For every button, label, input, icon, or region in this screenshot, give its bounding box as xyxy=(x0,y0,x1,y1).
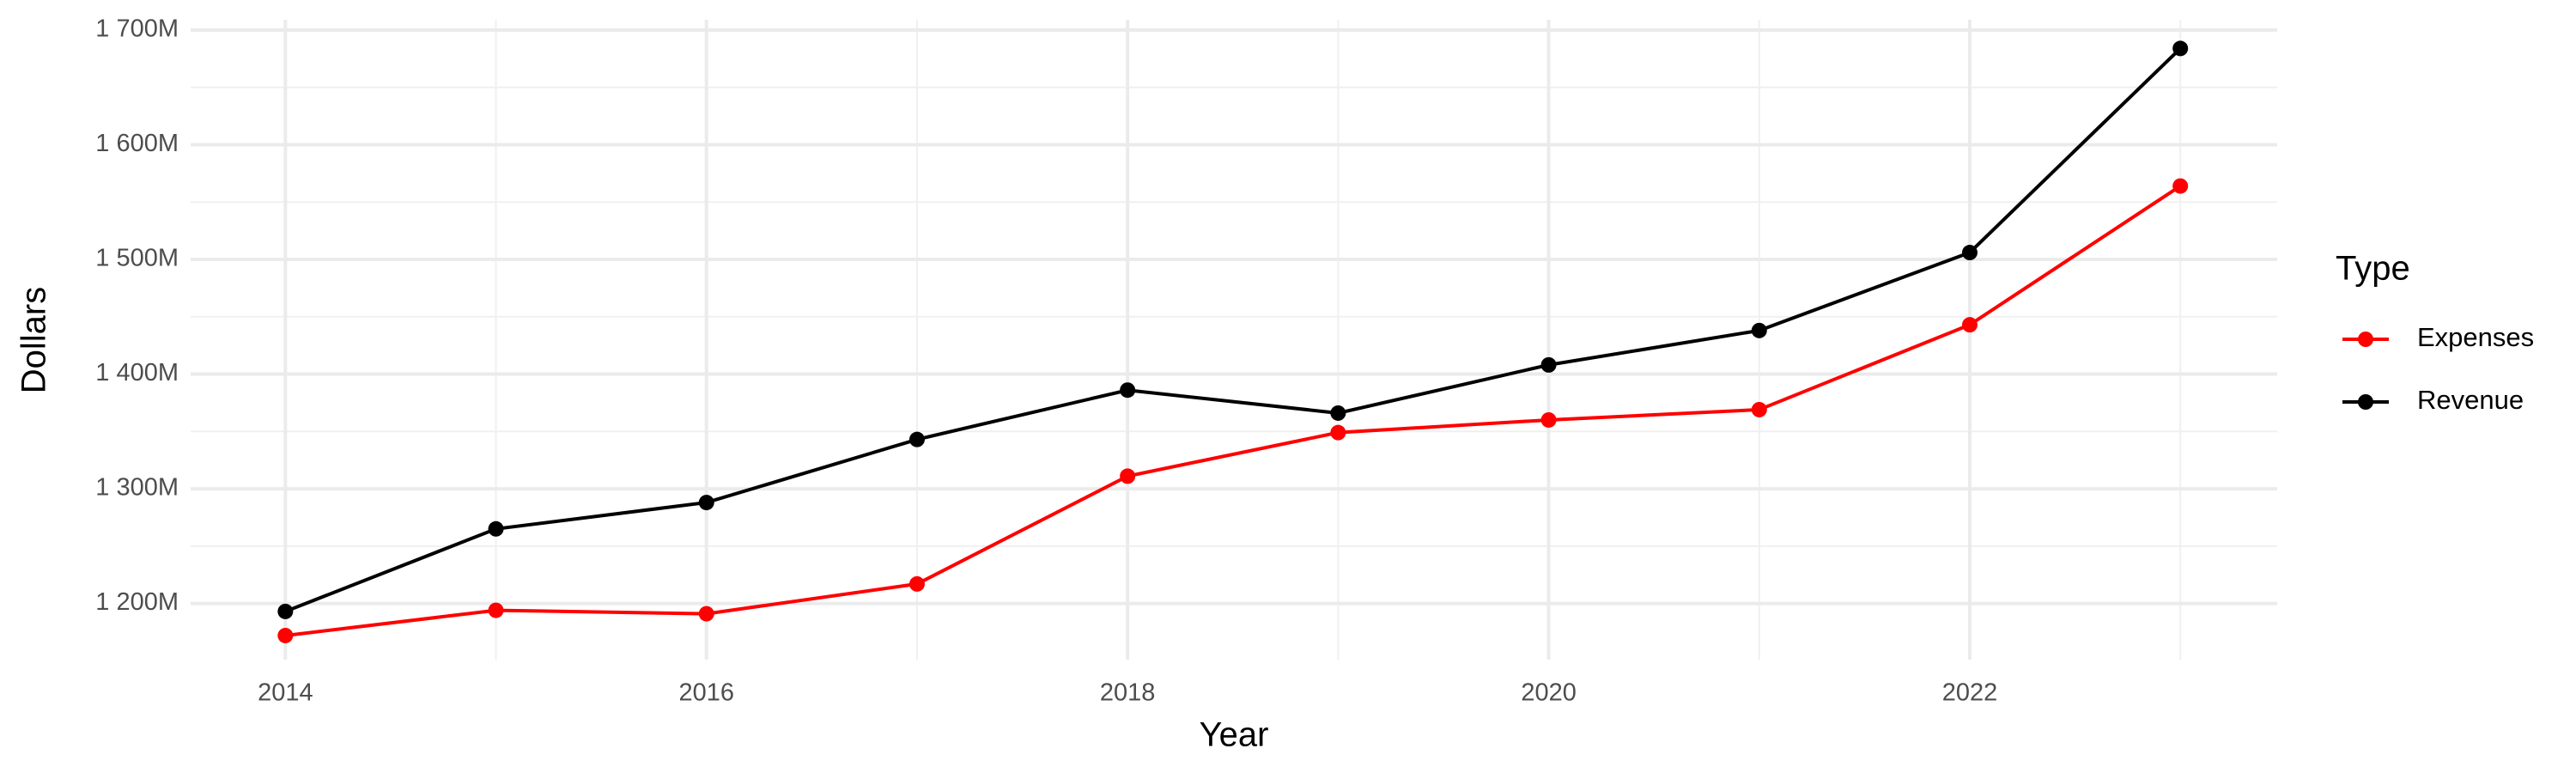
data-point xyxy=(698,606,714,622)
data-point xyxy=(1120,382,1136,399)
data-point xyxy=(488,520,504,537)
x-tick-label: 2014 xyxy=(258,679,313,707)
x-tick-label: 2022 xyxy=(1942,679,1998,707)
legend-title: Type xyxy=(2336,250,2410,288)
legend-label: Revenue xyxy=(2417,385,2524,415)
x-tick-label: 2018 xyxy=(1100,679,1156,707)
data-point xyxy=(277,627,294,643)
data-point xyxy=(2172,178,2189,194)
x-axis-title: Year xyxy=(1200,716,1269,754)
series-line xyxy=(284,46,2182,613)
y-axis-title: Dollars xyxy=(15,287,53,393)
series-line xyxy=(285,184,2182,637)
data-point xyxy=(488,602,504,618)
data-point xyxy=(1961,245,1978,261)
y-tick-label: 1 400M xyxy=(95,359,179,386)
data-point xyxy=(277,603,294,619)
data-point xyxy=(1540,356,1557,373)
x-tick-label: 2016 xyxy=(678,679,734,707)
data-point xyxy=(908,575,925,592)
x-tick-label: 2020 xyxy=(1521,679,1577,707)
data-point xyxy=(1330,405,1346,421)
data-point xyxy=(1751,322,1767,338)
data-point xyxy=(1961,317,1978,333)
data-point xyxy=(908,431,925,447)
legend-point xyxy=(2358,394,2373,410)
y-tick-label: 1 600M xyxy=(95,130,179,157)
data-point xyxy=(2172,40,2189,57)
legend-point xyxy=(2358,332,2373,347)
y-tick-label: 1 200M xyxy=(95,588,179,616)
y-tick-label: 1 300M xyxy=(95,474,179,502)
data-point xyxy=(698,495,714,511)
y-tick-label: 1 500M xyxy=(95,245,179,272)
data-point xyxy=(1751,401,1767,417)
data-point xyxy=(1540,411,1557,428)
data-point xyxy=(1330,424,1346,441)
y-tick-label: 1 700M xyxy=(95,15,179,43)
data-point xyxy=(1120,468,1136,484)
legend-label: Expenses xyxy=(2417,322,2534,352)
